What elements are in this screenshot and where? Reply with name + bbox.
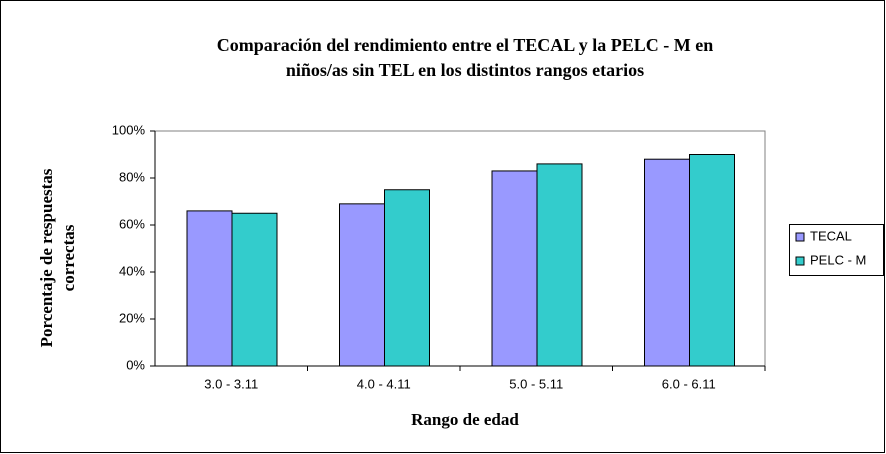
bar — [186, 210, 233, 367]
bar — [491, 170, 538, 367]
y-tick-label: 20% — [119, 310, 145, 325]
y-axis-label-line: Porcentaje de respuestas — [37, 168, 56, 347]
bar — [384, 189, 430, 367]
y-tick-label: 100% — [112, 122, 146, 137]
chart-title: Comparación del rendimiento entre el TEC… — [217, 35, 714, 55]
x-axis-label: Rango de edad — [411, 410, 519, 429]
x-tick-label: 3.0 - 3.11 — [204, 376, 258, 391]
y-tick-label: 0% — [126, 357, 145, 372]
legend — [789, 224, 884, 276]
legend-swatch — [795, 256, 805, 266]
legend-label: TECAL — [810, 228, 852, 243]
legend-label: PELC - M — [810, 252, 866, 267]
y-axis-label: Porcentaje de respuestas correctas — [37, 168, 78, 347]
bar — [536, 163, 583, 367]
chart-title: niños/as sin TEL en los distintos rangos… — [286, 60, 644, 80]
y-tick-label: 80% — [119, 169, 145, 184]
x-tick-label: 5.0 - 5.11 — [509, 376, 563, 391]
bar — [644, 158, 690, 367]
y-tick-label: 60% — [119, 216, 145, 231]
bar — [689, 154, 735, 367]
x-tick-label: 6.0 - 6.11 — [662, 376, 716, 391]
y-tick-label: 40% — [119, 263, 145, 278]
legend-swatch — [795, 232, 805, 242]
bar — [339, 203, 385, 367]
bar — [231, 212, 278, 367]
y-axis-label-line: correctas — [59, 224, 78, 291]
x-tick-label: 4.0 - 4.11 — [357, 376, 411, 391]
